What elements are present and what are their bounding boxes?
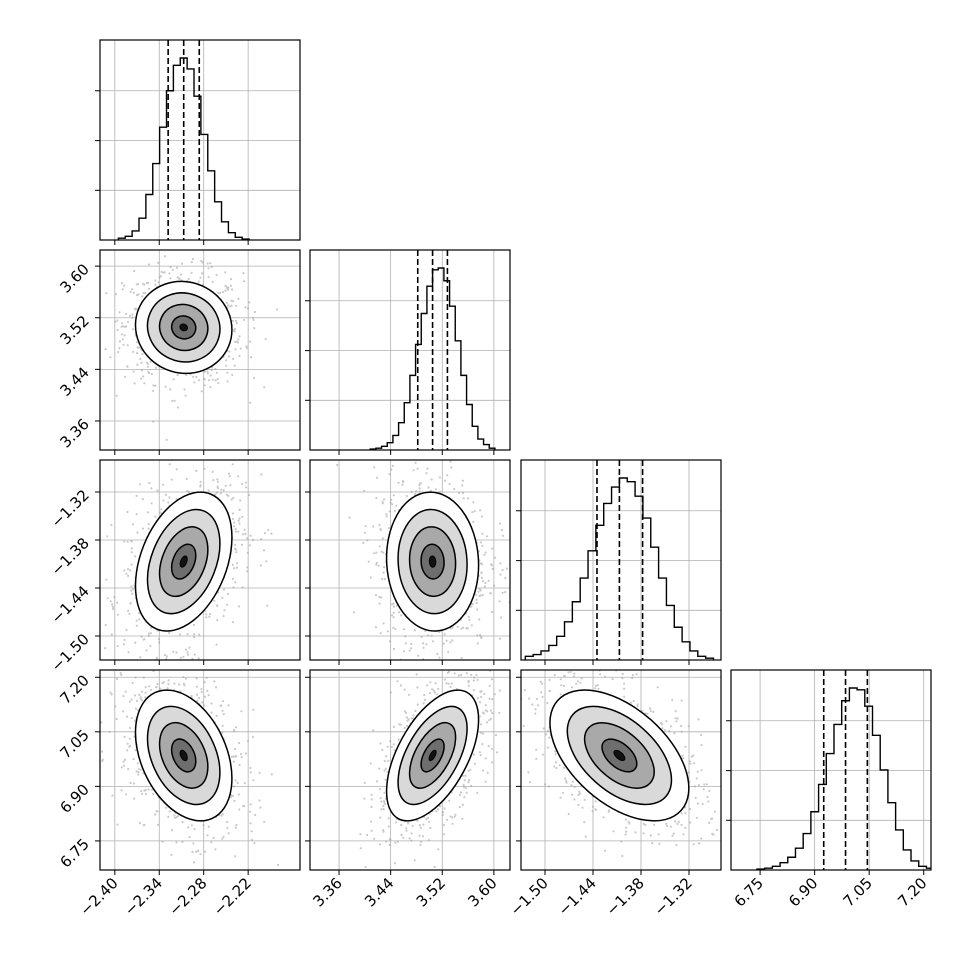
histogram-panel-1 (305, 249, 511, 455)
axes-frame (309, 459, 511, 661)
density-peak (428, 555, 437, 568)
density-panel-2-0: −1.50−1.44−1.38−1.32 (48, 459, 301, 675)
y-tick-label: −1.50 (48, 630, 93, 675)
x-tick-label: −1.38 (603, 874, 648, 919)
axes-frame (99, 459, 301, 661)
axes-frame (520, 459, 722, 661)
x-tick-label: −2.40 (76, 874, 121, 919)
y-tick-label: 3.36 (56, 415, 92, 451)
density-peak (179, 749, 188, 762)
y-tick-label: −1.44 (48, 582, 93, 627)
x-tick-label: −2.34 (121, 874, 166, 919)
density-peak (428, 749, 437, 762)
density-panel-1-0: 3.36 3.44 3.52 3.60 (56, 249, 301, 455)
x-tick-label: −1.50 (507, 874, 552, 919)
x-tick-label: 3.36 (310, 874, 346, 910)
density-panel-2-1 (305, 459, 511, 665)
y-tick-label: −1.32 (48, 486, 93, 531)
axes-frame (309, 669, 511, 871)
y-tick-label: −1.38 (48, 534, 93, 579)
y-tick-label: 3.60 (56, 260, 92, 296)
corner-panels: 3.363.443.523.60−1.50−1.44−1.38−1.326.75… (48, 39, 932, 919)
axes-frame (520, 669, 722, 871)
axes-frame (99, 669, 301, 871)
histogram-panel-3: 6.75 6.90 7.05 7.20 (726, 669, 932, 910)
x-tick-label: −2.28 (165, 874, 210, 919)
density-peak (613, 749, 626, 762)
y-tick-label: 6.90 (56, 780, 92, 816)
x-tick-label: −2.22 (210, 874, 255, 919)
axes-frame (99, 249, 301, 451)
x-tick-label: 3.44 (361, 874, 397, 910)
histogram-panel-2 (516, 459, 722, 665)
density-peak (179, 555, 188, 568)
x-tick-label: 3.60 (464, 874, 500, 910)
x-tick-label: 7.05 (840, 874, 876, 910)
x-tick-label: −1.44 (555, 874, 600, 919)
y-tick-label: 6.75 (56, 835, 92, 871)
axes-frame (309, 249, 511, 451)
density-panel-3-2: −1.50 −1.44 −1.38 −1.32 (507, 669, 722, 919)
x-tick-label: 6.90 (785, 874, 821, 910)
x-tick-label: 6.75 (731, 874, 767, 910)
x-tick-label: 7.20 (894, 874, 930, 910)
axes-frame (730, 669, 932, 871)
axes-frame (99, 39, 301, 241)
y-tick-label: 3.44 (56, 363, 92, 399)
y-tick-label: 7.05 (56, 726, 92, 762)
y-tick-label: 7.20 (56, 671, 92, 707)
density-panel-3-1: 3.36 3.44 3.52 3.60 (305, 669, 511, 910)
density-peak (179, 323, 189, 332)
y-tick-label: 3.52 (56, 312, 92, 348)
density-panel-3-0: 6.75 6.90 7.05 7.20 −2.40 −2.34 −2.28 −2.22 (56, 669, 301, 919)
x-tick-label: −1.32 (651, 874, 696, 919)
histogram-panel-0 (95, 39, 301, 245)
x-tick-label: 3.52 (413, 874, 449, 910)
